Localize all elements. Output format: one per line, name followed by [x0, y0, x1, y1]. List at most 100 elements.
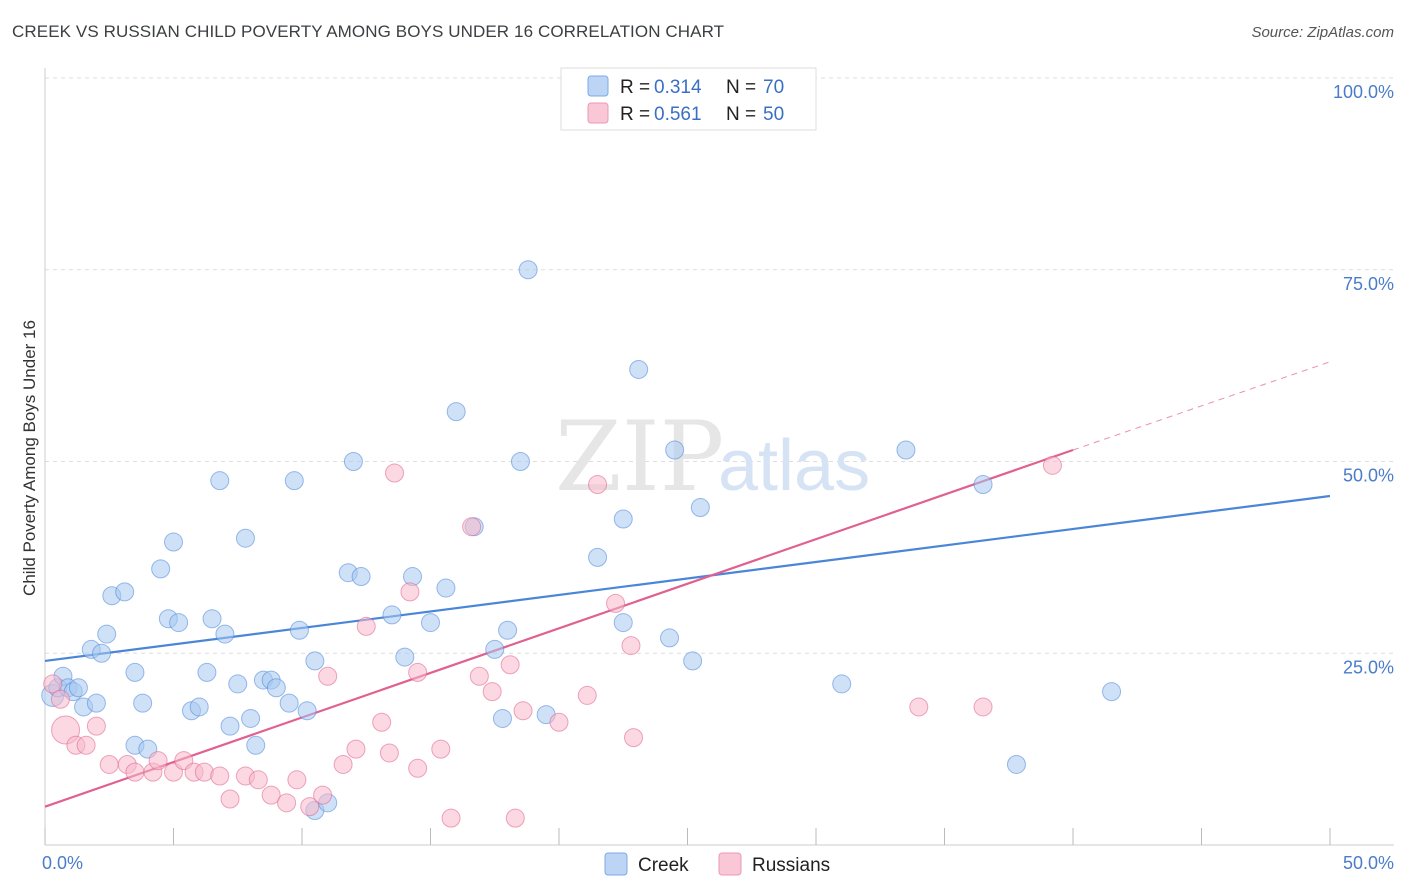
- point-creek-31: [246, 735, 266, 755]
- point-creek-65: [690, 498, 710, 518]
- x-tick-label-1: 50.0%: [1343, 853, 1394, 873]
- point-creek-44: [351, 567, 371, 587]
- point-creek-64: [683, 651, 703, 671]
- point-russians-35: [441, 808, 461, 828]
- y-tick-label-1: 50.0%: [1343, 466, 1394, 486]
- legend-n-value-creek: 70: [763, 77, 784, 98]
- y-tick-label-0: 25.0%: [1343, 657, 1394, 677]
- point-creek-62: [660, 628, 680, 648]
- point-russians-46: [621, 636, 641, 656]
- point-creek-15: [125, 662, 145, 682]
- point-russians-36: [462, 517, 482, 537]
- x-tick-label-0: 0.0%: [42, 853, 83, 873]
- point-creek-29: [235, 528, 255, 548]
- y-tick-labels: 25.0% 50.0% 75.0% 100.0%: [1333, 82, 1394, 677]
- point-creek-46: [395, 647, 415, 667]
- point-creek-58: [588, 547, 608, 567]
- watermark-atlas: atlas: [718, 426, 870, 506]
- point-creek-7: [86, 693, 106, 713]
- point-russians-39: [500, 655, 520, 675]
- legend-r-value-russians: 0.561: [654, 104, 702, 125]
- y-tick-label-3: 100.0%: [1333, 82, 1394, 102]
- point-creek-59: [613, 509, 633, 529]
- point-creek-67: [896, 440, 916, 460]
- bottom-legend-label-creek: Creek: [638, 855, 689, 876]
- point-russians-1: [50, 689, 70, 709]
- point-creek-49: [436, 578, 456, 598]
- point-russians-18: [248, 770, 268, 790]
- point-russians-33: [408, 662, 428, 682]
- point-creek-16: [133, 693, 153, 713]
- point-russians-41: [513, 701, 533, 721]
- point-russians-10: [148, 751, 168, 771]
- point-russians-0: [43, 674, 63, 694]
- source-label: Source: ZipAtlas.com: [1251, 24, 1394, 41]
- point-creek-52: [485, 639, 505, 659]
- watermark-zip: ZIP: [555, 401, 724, 513]
- point-creek-55: [510, 452, 530, 471]
- legend-swatch-creek: [587, 75, 609, 97]
- trend-lines: [44, 361, 1331, 808]
- point-russians-50: [973, 697, 993, 717]
- point-russians-37: [469, 666, 489, 686]
- point-creek-10: [97, 624, 117, 644]
- point-creek-60: [613, 613, 633, 633]
- point-creek-41: [305, 651, 325, 671]
- point-creek-57: [518, 260, 538, 280]
- watermark: ZIP atlas: [555, 401, 870, 513]
- point-creek-53: [492, 708, 512, 728]
- top-legend: R = 0.314 N = 70 R = 0.561 N = 50: [560, 67, 817, 131]
- point-russians-32: [408, 758, 428, 778]
- point-creek-36: [284, 471, 304, 491]
- point-russians-15: [210, 766, 230, 786]
- data-points: [41, 68, 1122, 828]
- point-creek-61: [629, 359, 649, 379]
- axes: [44, 68, 1394, 846]
- bottom-legend-swatch-creek: [604, 852, 628, 876]
- point-russians-44: [588, 475, 608, 495]
- bottom-legend-label-russians: Russians: [752, 855, 830, 876]
- point-creek-63: [665, 440, 685, 460]
- point-russians-24: [318, 666, 338, 686]
- point-creek-69: [1006, 754, 1026, 774]
- point-russians-34: [431, 739, 451, 759]
- point-creek-24: [202, 609, 222, 629]
- point-creek-34: [266, 678, 286, 698]
- x-tick-labels: 0.0% 50.0%: [42, 853, 1394, 873]
- point-creek-43: [343, 452, 363, 471]
- point-creek-28: [228, 674, 248, 694]
- point-russians-29: [379, 743, 399, 763]
- y-tick-label-2: 75.0%: [1343, 274, 1394, 294]
- point-creek-66: [832, 674, 852, 694]
- point-creek-17: [151, 559, 171, 579]
- point-creek-35: [279, 693, 299, 713]
- point-creek-22: [189, 697, 209, 717]
- point-creek-48: [421, 613, 440, 633]
- point-russians-45: [606, 593, 626, 613]
- point-russians-42: [549, 712, 569, 732]
- point-russians-30: [385, 463, 405, 483]
- point-russians-43: [577, 685, 597, 705]
- point-creek-26: [215, 624, 235, 644]
- point-creek-19: [164, 532, 183, 552]
- point-russians-38: [482, 682, 502, 702]
- legend-r-label-russians: R =: [620, 104, 650, 125]
- point-russians-25: [333, 754, 353, 774]
- point-creek-45: [382, 605, 402, 625]
- point-russians-28: [372, 712, 392, 732]
- point-creek-9: [92, 643, 112, 663]
- point-russians-19: [261, 785, 281, 805]
- point-creek-37: [289, 620, 309, 640]
- legend-n-label-creek: N =: [726, 77, 756, 98]
- point-creek-5: [68, 678, 88, 698]
- legend-swatch-russians: [587, 102, 609, 124]
- point-russians-21: [287, 770, 307, 790]
- point-russians-51: [1042, 455, 1062, 475]
- y-axis-label: Child Poverty Among Boys Under 16: [20, 320, 39, 596]
- legend-n-value-russians: 50: [763, 104, 784, 125]
- trendline-russians: [44, 448, 1074, 808]
- point-creek-50: [446, 402, 466, 422]
- point-russians-23: [313, 785, 333, 805]
- point-creek-54: [498, 620, 518, 640]
